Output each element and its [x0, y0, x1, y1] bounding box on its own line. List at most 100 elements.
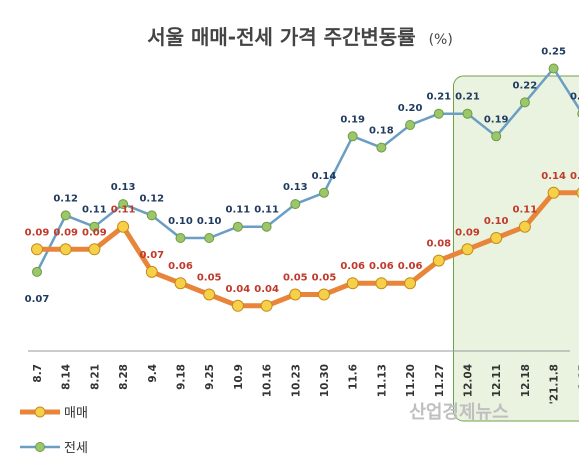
- data-point: [318, 288, 330, 301]
- legend-label-jeonse: 전세: [64, 441, 88, 456]
- data-point: [290, 199, 301, 210]
- data-label: 0.20: [398, 103, 423, 114]
- legend-marker-jeonse: [35, 442, 45, 452]
- x-tick-label: 10.16: [262, 364, 274, 397]
- data-point: [547, 186, 560, 199]
- data-label: 0.13: [111, 182, 136, 193]
- data-point: [145, 265, 158, 278]
- x-tick-label: 8.7: [32, 364, 44, 383]
- data-label: 0.10: [168, 216, 193, 227]
- data-point: [319, 187, 329, 198]
- data-label: 0.19: [340, 114, 365, 125]
- legend: 매매 전세: [20, 406, 88, 456]
- chart-title: 서울 매매-전세 가격 주간변동률 (%): [147, 25, 453, 49]
- data-label: 0.05: [312, 273, 337, 284]
- data-label: 0.11: [111, 205, 136, 216]
- data-point: [59, 243, 72, 256]
- series-maemae: 0.09 0.09 0.090.110.070.060.050.04 0.040.05…: [25, 171, 579, 312]
- data-label: 0.11: [254, 205, 279, 216]
- data-label: 0.04: [226, 284, 251, 295]
- data-label: 0.07: [139, 250, 164, 261]
- data-point: [289, 288, 302, 301]
- chart-title-main: 서울 매매-전세 가격 주간변동률: [147, 25, 415, 49]
- data-label: 0.22: [513, 80, 538, 91]
- highlight-region: [453, 75, 579, 422]
- data-point: [31, 243, 43, 256]
- data-label: 0.05: [197, 273, 222, 284]
- data-label: 0.11: [226, 205, 251, 216]
- x-tick-label: 8.14: [61, 364, 73, 390]
- data-label: 0.21: [455, 92, 480, 103]
- data-label: 0.21: [426, 92, 451, 103]
- x-tick-label: 10.23: [290, 364, 302, 397]
- chart-title-unit: (%): [429, 32, 453, 48]
- data-point: [405, 120, 416, 130]
- data-point: [232, 221, 243, 232]
- data-label: 0.06: [398, 261, 423, 272]
- x-tick-label: 11.27: [434, 364, 446, 397]
- data-point: [347, 131, 358, 142]
- data-label: 0.07: [25, 294, 50, 305]
- x-tick-label: 12.04: [463, 364, 475, 397]
- data-point: [118, 199, 129, 210]
- x-tick-label: 9.4: [147, 364, 159, 383]
- data-label: 0.06: [168, 261, 193, 272]
- data-label: 0.08: [426, 239, 451, 250]
- legend-label-maemae: 매매: [64, 406, 88, 421]
- data-point: [175, 233, 186, 243]
- x-tick-label: 8.21: [89, 364, 101, 390]
- data-point: [518, 220, 531, 233]
- data-label: 0.09: [455, 227, 480, 238]
- x-tick-label: 12.11: [491, 364, 503, 397]
- data-label: 0.21: [570, 92, 579, 103]
- x-tick-label: 8.28: [118, 364, 130, 390]
- data-point: [203, 288, 216, 301]
- data-point: [576, 187, 579, 198]
- data-label: 0.05: [283, 273, 308, 284]
- data-point: [404, 277, 417, 290]
- data-point: [375, 277, 388, 290]
- x-tick-label: 9.25: [204, 364, 216, 390]
- data-label: 0.10: [484, 216, 509, 227]
- data-point: [461, 243, 474, 256]
- data-point: [519, 97, 530, 108]
- data-point: [433, 108, 444, 119]
- data-label: 0.14: [312, 171, 337, 182]
- x-tick-label: 11.13: [376, 364, 388, 397]
- x-axis-ticks: 8.7 8.14 8.21 8.28 9.4 9.18 9.25 10.9 10.16 10.23…: [32, 364, 579, 404]
- x-tick-label: 10.9: [233, 364, 245, 390]
- data-label: 0.09: [82, 227, 107, 238]
- legend-marker-maemae: [34, 406, 46, 418]
- data-label: 0.25: [541, 47, 566, 58]
- data-point: [548, 63, 559, 74]
- watermark: 산업경제뉴스: [409, 402, 508, 423]
- data-label: 0.14: [570, 171, 579, 182]
- data-point: [60, 210, 71, 221]
- data-label: 0.11: [513, 205, 538, 216]
- data-point: [261, 221, 272, 232]
- data-label: 0.09: [53, 227, 78, 238]
- legend-item-maemae: 매매: [20, 406, 88, 421]
- data-label: 0.12: [53, 193, 78, 204]
- x-tick-label: 11.20: [405, 364, 417, 397]
- series-line: [35, 67, 579, 273]
- x-tick-label: 11.6: [348, 364, 360, 390]
- data-label: 0.11: [82, 205, 107, 216]
- data-label: 0.18: [369, 126, 394, 137]
- data-point: [117, 220, 130, 233]
- data-point: [146, 210, 157, 221]
- data-label: 0.06: [369, 261, 394, 272]
- data-point: [432, 254, 445, 267]
- legend-item-jeonse: 전세: [20, 441, 88, 456]
- data-label: 0.06: [340, 261, 365, 272]
- data-point: [89, 221, 100, 232]
- data-point: [204, 233, 215, 243]
- data-label: 0.12: [139, 193, 164, 204]
- data-point: [88, 243, 101, 256]
- data-point: [491, 131, 502, 142]
- data-point: [346, 277, 359, 290]
- data-point: [462, 108, 473, 119]
- series-jeonse: 0.070.120.110.130.120.10 0.100.11 0.110.13…: [25, 47, 579, 305]
